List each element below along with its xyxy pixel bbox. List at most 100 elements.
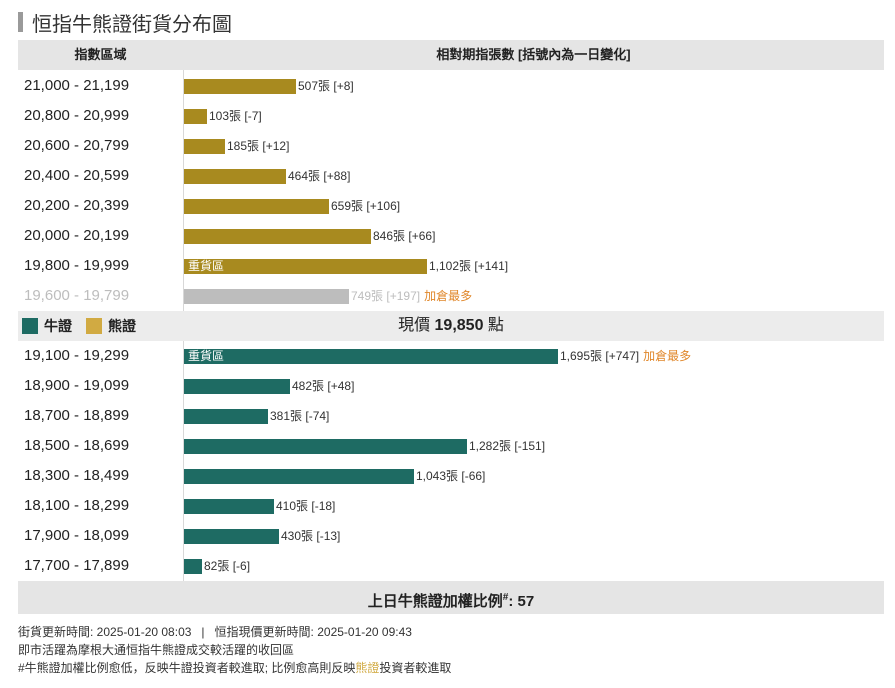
bull-row: 18,100 - 18,299 410張 [-18] xyxy=(18,491,884,521)
value-contracts: 749張 xyxy=(351,289,384,303)
value-change: [+141] xyxy=(474,259,509,273)
bear-bar xyxy=(184,169,286,184)
range-label: 20,200 - 20,399 xyxy=(24,197,130,214)
range-label: 20,400 - 20,599 xyxy=(24,167,130,184)
weighted-ratio-label: 上日牛熊證加權比例 xyxy=(367,593,503,610)
bear-bar xyxy=(184,139,225,154)
range-label: 17,900 - 18,099 xyxy=(24,527,130,544)
footer-update-times: 街貨更新時間: 2025-01-20 08:03 | 恒指現價更新時間: 2025-… xyxy=(18,623,412,640)
bear-row: 19,600 - 19,799 749張 [+197] 加倉最多 xyxy=(18,281,884,311)
bear-bar xyxy=(184,109,207,124)
range-label: 18,900 - 19,099 xyxy=(24,377,130,394)
table-header: 指數區域 相對期指張數 [括號內為一日變化] xyxy=(18,40,884,70)
value-change: [-18] xyxy=(311,499,336,513)
value-change: [-6] xyxy=(232,559,251,573)
footer-note-c: 投資者較進取; 比例愈高則反映 xyxy=(192,661,356,675)
weighted-ratio-value: : 57 xyxy=(508,593,535,610)
header-range: 指數區域 xyxy=(74,47,127,62)
bull-bar xyxy=(184,559,202,574)
legend: 牛證 熊證 xyxy=(22,311,150,341)
bull-bar xyxy=(184,499,274,514)
value-change: [+12] xyxy=(262,139,290,153)
range-label: 18,100 - 18,299 xyxy=(24,497,130,514)
bull-bar xyxy=(184,379,290,394)
bear-row: 20,600 - 20,799 185張 [+12] xyxy=(18,131,884,161)
range-label: 20,000 - 20,199 xyxy=(24,227,130,244)
footer-note-bear: 熊證 xyxy=(355,661,380,675)
value-label: 185張 [+12] xyxy=(227,131,289,161)
value-label: 749張 [+197] 加倉最多 xyxy=(351,281,472,311)
footer-note-a: #牛熊證加權比例愈低，反映 xyxy=(18,661,169,675)
footer-note-e: 投資者較進取 xyxy=(379,661,452,675)
value-contracts: 846張 xyxy=(373,229,406,243)
value-label: 507張 [+8] xyxy=(298,71,354,101)
value-label: 1,695張 [+747] 加倉最多 xyxy=(560,341,691,371)
value-contracts: 1,102張 xyxy=(429,259,472,273)
current-price-unit: 點 xyxy=(487,317,504,334)
bull-bar xyxy=(184,469,414,484)
range-label: 20,800 - 20,999 xyxy=(24,107,130,124)
range-label: 18,300 - 18,499 xyxy=(24,467,130,484)
bear-bar xyxy=(184,199,329,214)
value-label: 482張 [+48] xyxy=(292,371,354,401)
value-change: [-13] xyxy=(316,529,341,543)
bear-row: 21,000 - 21,199 507張 [+8] xyxy=(18,71,884,101)
range-label: 18,500 - 18,699 xyxy=(24,437,130,454)
footer-separator: | xyxy=(201,625,205,639)
bull-row: 17,900 - 18,099 430張 [-13] xyxy=(18,521,884,551)
value-change: [-66] xyxy=(461,469,486,483)
bear-bar xyxy=(184,79,296,94)
value-label: 464張 [+88] xyxy=(288,161,350,191)
value-change: [+747] xyxy=(605,349,640,363)
value-contracts: 659張 xyxy=(331,199,364,213)
value-label: 846張 [+66] xyxy=(373,221,435,251)
range-label: 20,600 - 20,799 xyxy=(24,137,130,154)
bear-row: 20,200 - 20,399 659張 [+106] xyxy=(18,191,884,221)
value-contracts: 185張 xyxy=(227,139,260,153)
range-label: 18,700 - 18,899 xyxy=(24,407,130,424)
bull-row: 19,100 - 19,299 重貨區 1,695張 [+747] 加倉最多 xyxy=(18,341,884,371)
value-label: 1,282張 [-151] xyxy=(469,431,545,461)
footer-note-active: 即市活躍為摩根大通恒指牛熊證成交較活躍的收回區 xyxy=(18,643,295,657)
value-contracts: 410張 xyxy=(276,499,309,513)
value-label: 82張 [-6] xyxy=(204,551,250,581)
value-label: 659張 [+106] xyxy=(331,191,400,221)
header-contracts: 相對期指張數 [括號內為一日變化] xyxy=(436,47,631,62)
value-change: [+106] xyxy=(366,199,401,213)
bull-row: 18,500 - 18,699 1,282張 [-151] xyxy=(18,431,884,461)
weighted-ratio: 上日牛熊證加權比例#: 57 xyxy=(18,581,884,614)
value-label: 1,043張 [-66] xyxy=(416,461,485,491)
value-label: 103張 [-7] xyxy=(209,101,262,131)
legend-bull-swatch xyxy=(22,318,38,334)
value-contracts: 1,043張 xyxy=(416,469,459,483)
weighted-ratio-sup: # xyxy=(502,592,509,603)
value-label: 1,102張 [+141] xyxy=(429,251,508,281)
title-accent-bar xyxy=(18,12,23,32)
most-added-flag: 加倉最多 xyxy=(643,349,692,363)
range-label: 17,700 - 17,899 xyxy=(24,557,130,574)
bull-bar xyxy=(184,409,268,424)
value-change: [-7] xyxy=(244,109,262,123)
page-title-text: 恒指牛熊證街貨分布圖 xyxy=(32,13,232,36)
value-change: [-74] xyxy=(305,409,330,423)
value-contracts: 430張 xyxy=(281,529,314,543)
value-change: [+66] xyxy=(408,229,436,243)
legend-bear-label: 熊證 xyxy=(108,318,136,334)
page-title: 恒指牛熊證街貨分布圖 xyxy=(18,8,232,36)
value-contracts: 482張 xyxy=(292,379,325,393)
value-change: [+48] xyxy=(327,379,355,393)
most-added-flag: 加倉最多 xyxy=(424,289,473,303)
heavy-zone-tag: 重貨區 xyxy=(188,349,225,363)
current-price-label: 現價 xyxy=(398,317,431,334)
value-label: 410張 [-18] xyxy=(276,491,335,521)
footer-stock-update: 街貨更新時間: 2025-01-20 08:03 xyxy=(18,625,192,639)
bull-row: 18,900 - 19,099 482張 [+48] xyxy=(18,371,884,401)
range-label: 19,800 - 19,999 xyxy=(24,257,130,274)
bear-row: 20,400 - 20,599 464張 [+88] xyxy=(18,161,884,191)
value-contracts: 1,695張 xyxy=(560,349,603,363)
price-band: 牛證 熊證 現價 19,850 點 xyxy=(18,311,884,341)
bear-bar: 重貨區 xyxy=(184,259,427,274)
heavy-zone-tag: 重貨區 xyxy=(188,259,225,273)
value-change: [+8] xyxy=(333,79,354,93)
bear-row: 20,000 - 20,199 846張 [+66] xyxy=(18,221,884,251)
